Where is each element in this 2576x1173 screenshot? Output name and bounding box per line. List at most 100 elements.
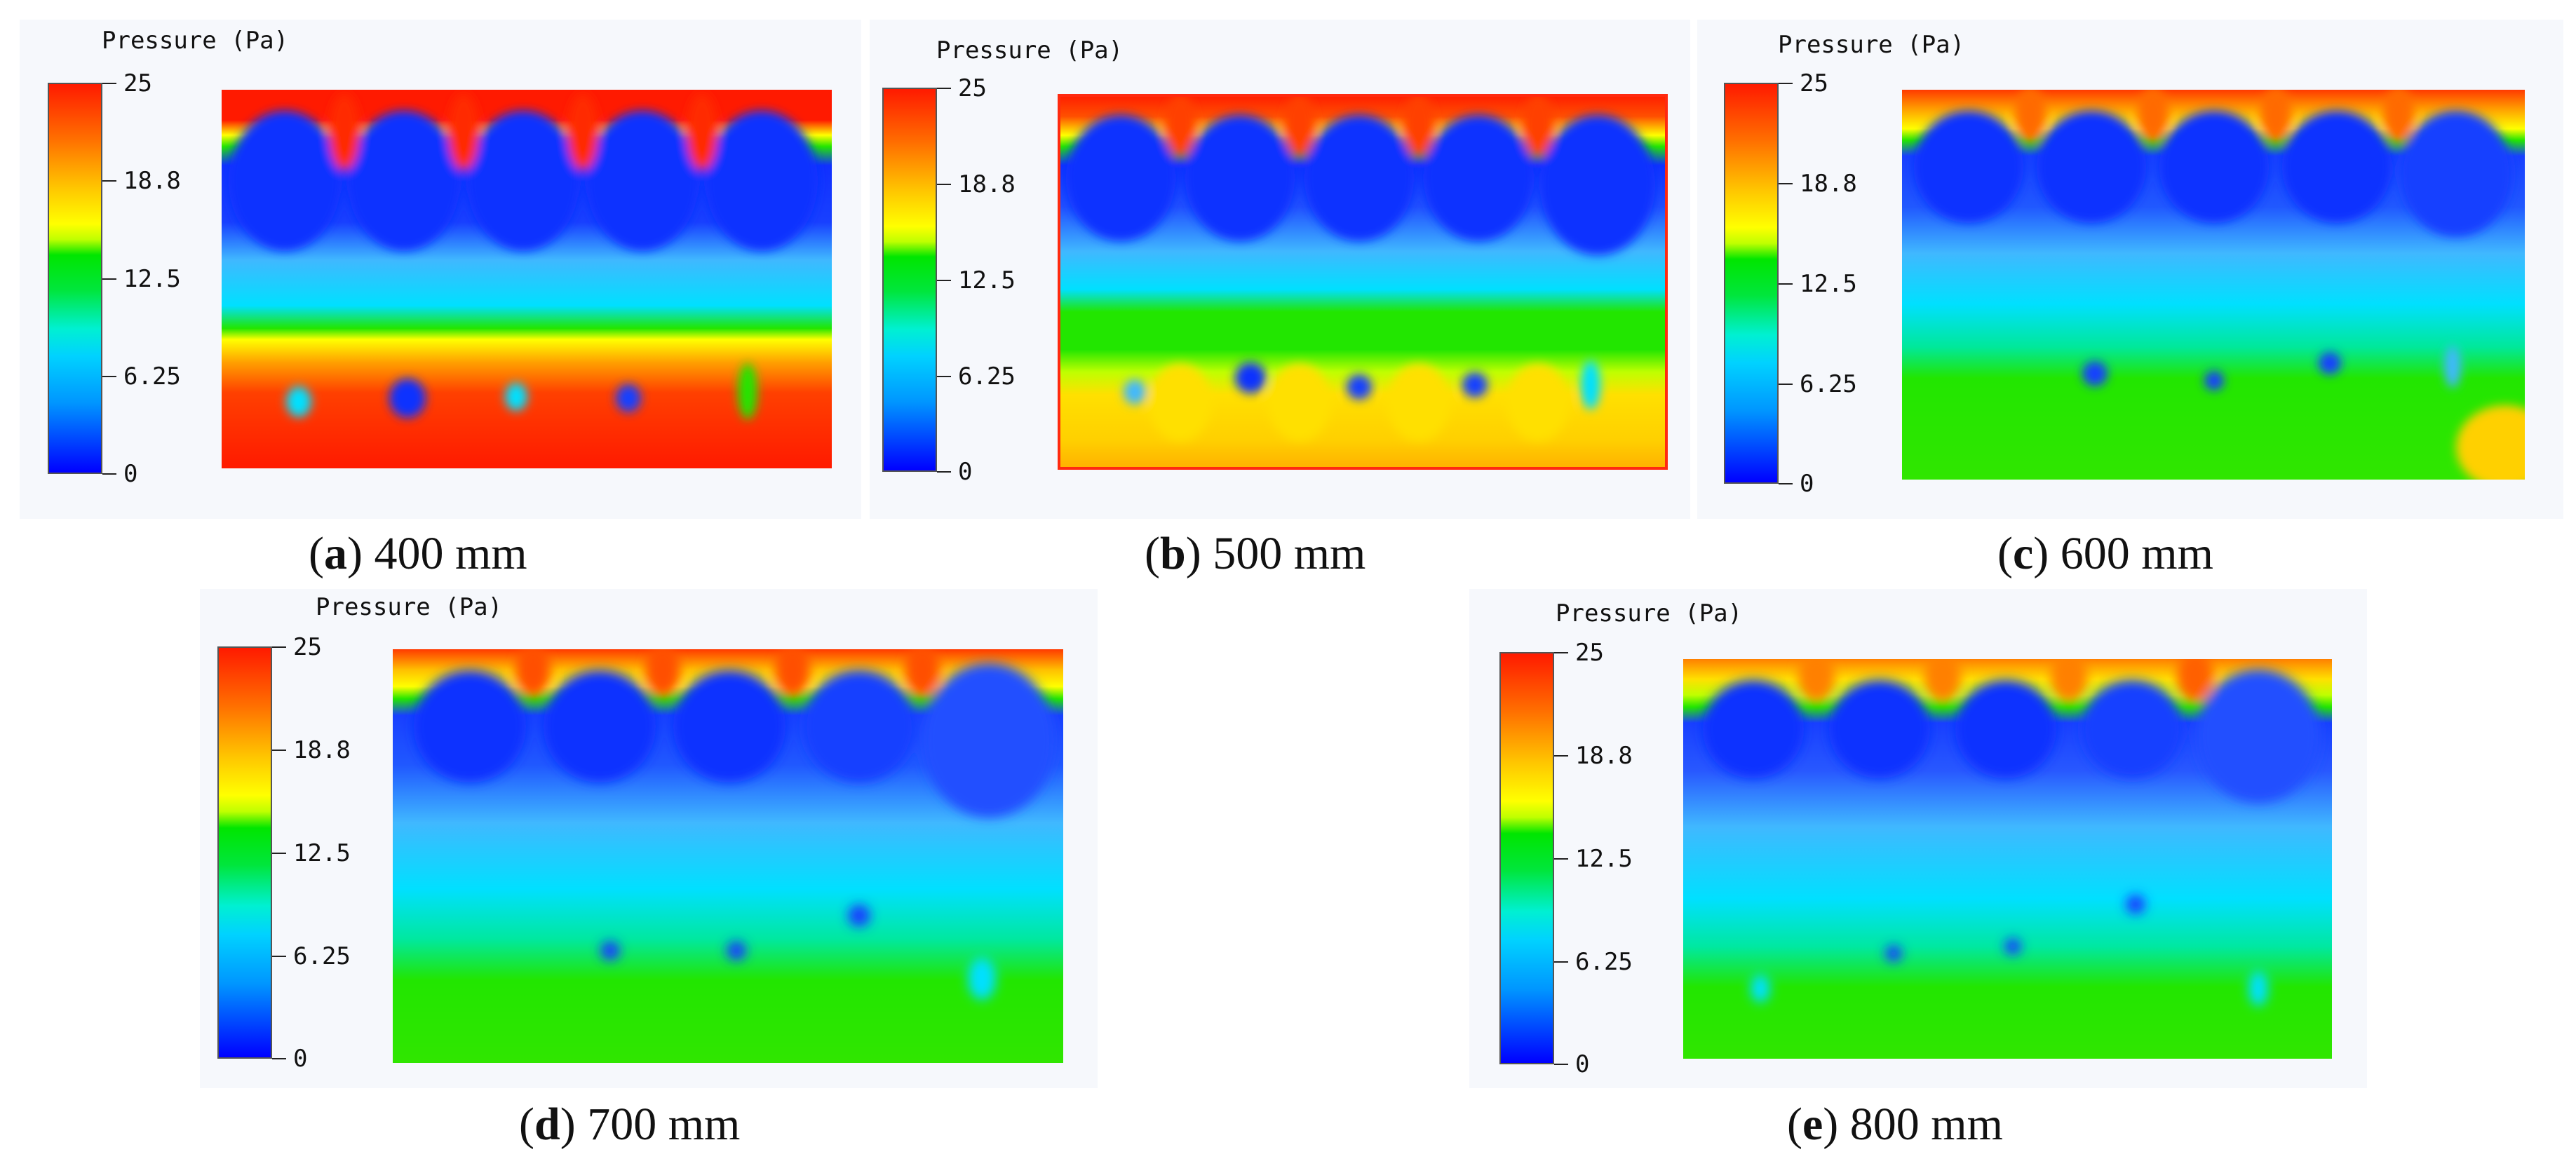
tick-mark-d-18.8 (272, 750, 286, 751)
blob-b-1 (1066, 115, 1175, 241)
colorbar-e (1499, 652, 1554, 1064)
tick-label-e-25: 25 (1575, 639, 1604, 667)
hot-e-1 (1798, 659, 1835, 702)
hot-b-3 (1403, 94, 1434, 157)
bump-b-4 (1506, 364, 1570, 441)
lowspot-d-2 (727, 941, 746, 961)
tick-mark-a-25 (102, 83, 116, 84)
tick-mark-e-18.8 (1554, 755, 1568, 757)
blob-c-5 (2400, 111, 2512, 237)
blob-b-3 (1304, 115, 1414, 241)
tick-mark-b-0 (937, 471, 951, 473)
tick-label-d-25: 25 (293, 633, 322, 661)
tick-label-c-6.25: 6.25 (1800, 370, 1857, 398)
lowspot-a-5 (738, 363, 757, 419)
tick-mark-b-25 (937, 88, 951, 89)
tick-label-c-25: 25 (1800, 69, 1828, 97)
hot-a-1 (329, 93, 360, 170)
lowspot-b-3 (1347, 374, 1372, 400)
blob-b-2 (1185, 115, 1295, 241)
hot-b-1 (1165, 94, 1196, 157)
tick-mark-c-12.5 (1779, 283, 1793, 285)
tick-label-e-12.5: 12.5 (1575, 845, 1633, 873)
hot-c-1 (2015, 90, 2046, 142)
tick-mark-d-0 (272, 1058, 286, 1059)
blob-a-4 (586, 111, 699, 251)
lowspot-d-3 (848, 904, 870, 927)
tick-label-e-6.25: 6.25 (1575, 948, 1633, 976)
caption-letter-e: e (1802, 1099, 1823, 1150)
tick-label-a-6.25: 6.25 (123, 362, 181, 391)
tick-label-b-12.5: 12.5 (958, 266, 1016, 294)
blob-c-2 (2037, 111, 2146, 223)
tick-label-e-18.8: 18.8 (1575, 742, 1633, 770)
hot-c-3 (2260, 90, 2291, 142)
hot-a-4 (687, 93, 717, 170)
lowspot-e-2 (2004, 938, 2021, 955)
pressure-field-b (1058, 94, 1668, 470)
lowspot-b-2 (1235, 362, 1266, 393)
caption-letter-a: a (323, 528, 347, 579)
lowspot-a-2 (389, 379, 426, 418)
caption-e: (e) 800 mm (1787, 1099, 2003, 1150)
pressure-field-e (1683, 659, 2332, 1059)
lowspot-a-1 (286, 386, 311, 417)
legend-title-a: Pressure (Pa) (102, 27, 289, 55)
caption-a: (a) 400 mm (309, 528, 527, 579)
lowspot-b-4 (1462, 372, 1488, 398)
blob-e-3 (1955, 680, 2056, 778)
blob-a-3 (467, 111, 579, 251)
tick-mark-c-6.25 (1779, 384, 1793, 385)
caption-label-a: 400 mm (374, 528, 527, 579)
bump-b-3 (1387, 364, 1450, 441)
caption-label-c: 600 mm (2060, 528, 2213, 579)
bump-b-2 (1268, 364, 1331, 441)
tick-label-d-6.25: 6.25 (293, 942, 351, 970)
lowspot-a-4 (616, 384, 641, 412)
lowspot-e-5 (2248, 971, 2268, 1006)
blob-d-2 (544, 670, 656, 782)
blob-e-5 (2197, 670, 2320, 803)
tick-label-a-25: 25 (123, 69, 152, 97)
tick-mark-b-18.8 (937, 184, 951, 185)
colorbar-d (217, 646, 272, 1059)
legend-title-d: Pressure (Pa) (316, 593, 503, 621)
caption-c: (c) 600 mm (1997, 528, 2213, 579)
hot-c-2 (2138, 90, 2169, 142)
tick-mark-c-25 (1779, 83, 1793, 84)
caption-d: (d) 700 mm (519, 1099, 741, 1150)
tick-mark-e-12.5 (1554, 858, 1568, 860)
tick-mark-b-12.5 (937, 280, 951, 281)
lowspot-a-3 (505, 383, 527, 411)
tick-mark-e-0 (1554, 1064, 1568, 1065)
tick-label-e-0: 0 (1575, 1050, 1590, 1078)
hot-e-3 (2051, 659, 2087, 702)
colorbar-c (1724, 83, 1779, 484)
caption-label-e: 800 mm (1849, 1099, 2003, 1150)
tick-mark-a-0 (102, 473, 116, 475)
tick-mark-a-12.5 (102, 278, 116, 280)
blob-d-3 (673, 670, 785, 782)
caption-letter-b: b (1159, 528, 1186, 579)
blob-c-3 (2159, 111, 2269, 223)
lowspot-b-1 (1124, 379, 1146, 405)
tick-mark-a-6.25 (102, 376, 116, 377)
lowspot-e-4 (1751, 975, 1770, 1003)
tick-mark-c-18.8 (1779, 183, 1793, 184)
caption-label-d: 700 mm (587, 1099, 741, 1150)
tick-mark-e-25 (1554, 652, 1568, 653)
tick-label-b-6.25: 6.25 (958, 362, 1016, 391)
hot-b-2 (1284, 94, 1315, 157)
tick-label-b-0: 0 (958, 458, 973, 486)
tick-label-c-0: 0 (1800, 470, 1814, 498)
tick-label-d-0: 0 (293, 1045, 308, 1073)
lowspot-d-4 (968, 958, 996, 1000)
lowspot-e-1 (1885, 945, 1902, 962)
lowspot-c-3 (2319, 352, 2341, 374)
tick-label-b-25: 25 (958, 74, 987, 102)
blob-b-4 (1424, 115, 1533, 241)
lowspot-c-2 (2204, 371, 2224, 391)
caption-label-b: 500 mm (1213, 528, 1366, 579)
tick-label-d-12.5: 12.5 (293, 839, 351, 867)
tick-mark-d-6.25 (272, 956, 286, 957)
